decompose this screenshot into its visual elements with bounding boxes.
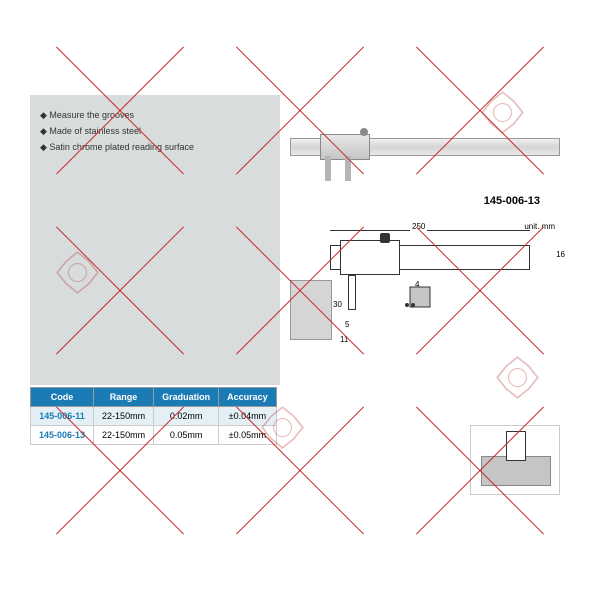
table-header: Graduation (154, 388, 219, 407)
table-cell: 22-150mm (94, 407, 154, 426)
table-row: 145-006-13 22-150mm 0.05mm ±0.05mm (31, 426, 277, 445)
dim-label: 11 (340, 335, 348, 344)
features-panel: Measure the grooves Made of stainless st… (30, 95, 280, 385)
caliper-jaw (325, 156, 331, 181)
unit-label: unit. mm (524, 222, 555, 231)
product-code-label: 145-006-13 (484, 195, 540, 207)
table-cell: 145-006-13 (31, 426, 94, 445)
product-visual-panel: 145-006-13 250 unit. mm 16 30 11 5 4 (280, 95, 570, 385)
technical-drawing: 250 unit. mm 16 30 11 5 4 (290, 225, 560, 355)
spec-table: Code Range Graduation Accuracy 145-006-1… (30, 387, 277, 445)
drawing-slider (340, 240, 400, 275)
dim-label: 16 (556, 250, 565, 259)
table-header-row: Code Range Graduation Accuracy (31, 388, 277, 407)
dim-label: 5 (345, 320, 349, 329)
table-cell: ±0.05mm (219, 426, 277, 445)
dim-line (330, 230, 530, 231)
feature-item: Made of stainless steel (40, 123, 270, 139)
table-cell: 0.05mm (154, 426, 219, 445)
table-header: Code (31, 388, 94, 407)
dim-label: 30 (333, 300, 342, 309)
drawing-arm (348, 275, 356, 310)
feature-item: Measure the grooves (40, 107, 270, 123)
table-header: Range (94, 388, 154, 407)
table-cell: ±0.04mm (219, 407, 277, 426)
drawing-knob (380, 233, 390, 243)
table-cell: 0.02mm (154, 407, 219, 426)
dim-label: 4 (415, 280, 419, 289)
table-cell: 145-006-11 (31, 407, 94, 426)
caliper-jaw (345, 156, 351, 181)
table-row: 145-006-11 22-150mm 0.02mm ±0.04mm (31, 407, 277, 426)
caliper-photo (290, 130, 560, 190)
dim-label: 250 (410, 222, 427, 231)
table-header: Accuracy (219, 388, 277, 407)
product-sheet: Measure the grooves Made of stainless st… (30, 95, 570, 505)
features-list: Measure the grooves Made of stainless st… (40, 107, 270, 156)
cross-section-drawing (470, 425, 560, 495)
table-cell: 22-150mm (94, 426, 154, 445)
drawing-joint (405, 285, 435, 310)
cross-section-stem (506, 431, 526, 461)
caliper-knob (360, 128, 368, 136)
drawing-detail-section (290, 280, 332, 340)
feature-item: Satin chrome plated reading surface (40, 139, 270, 155)
